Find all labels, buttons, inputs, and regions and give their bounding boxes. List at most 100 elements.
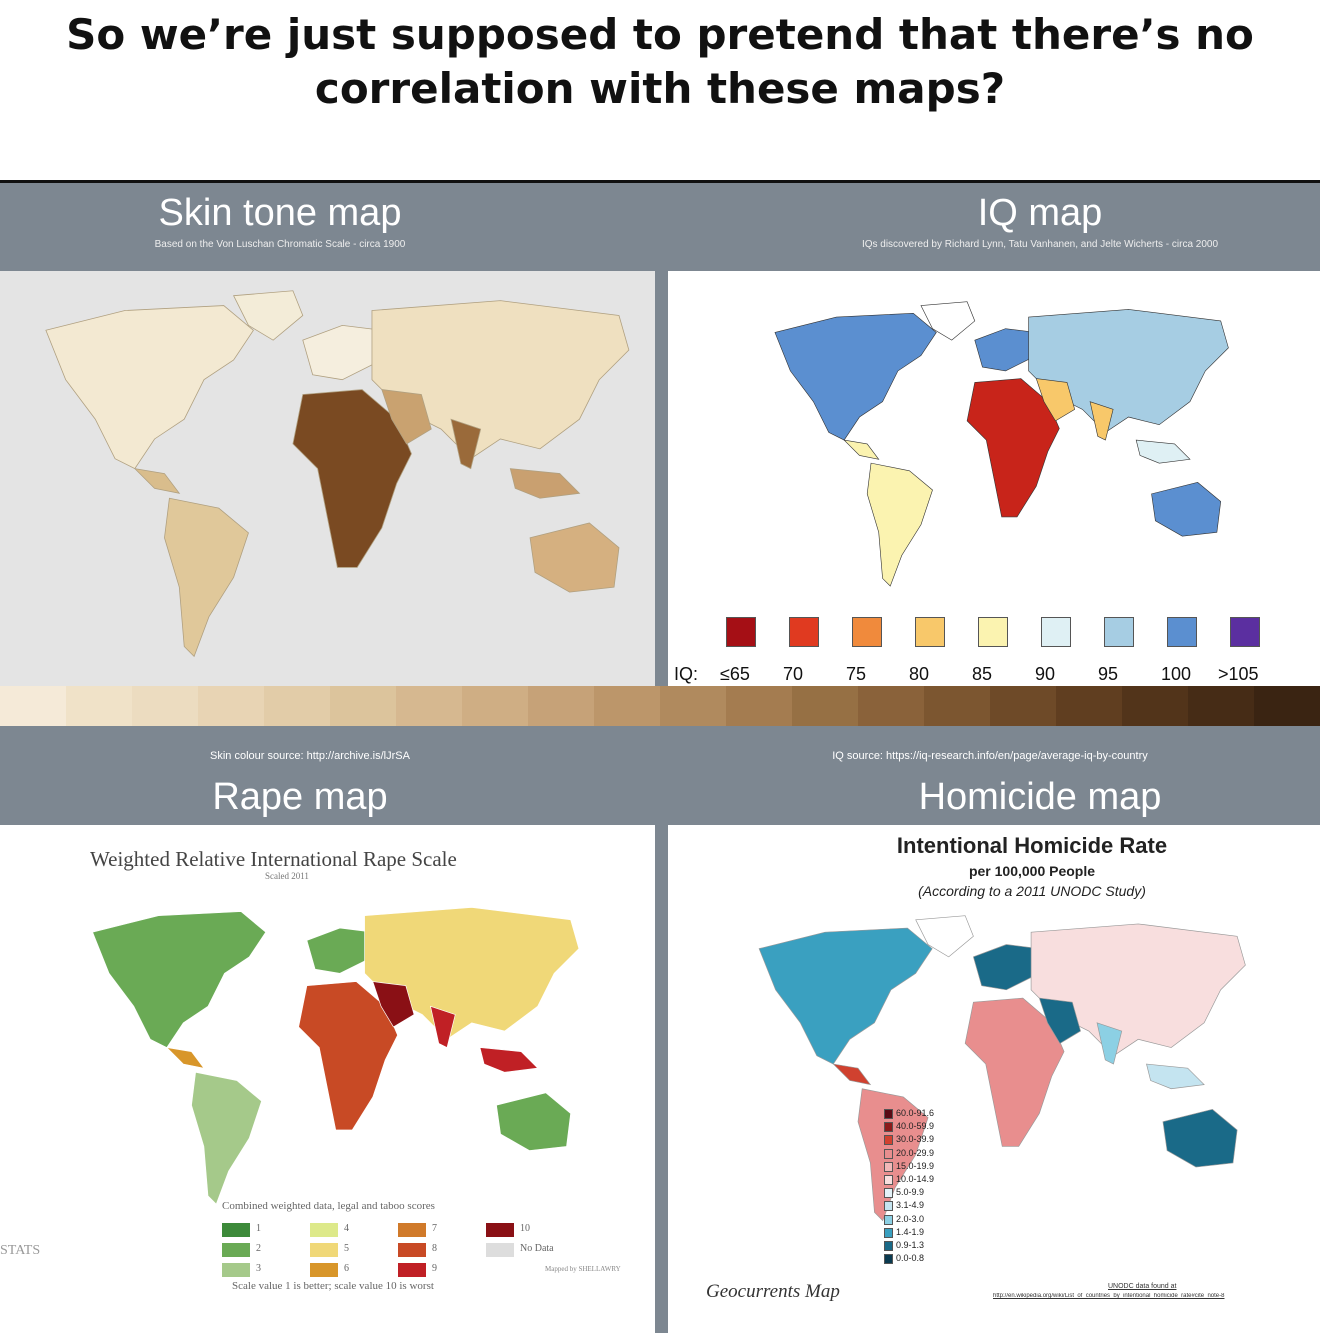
rape-legend-note: Scale value 1 is better; scale value 10 … (232, 1280, 434, 1292)
homicide-header: Homicide map (760, 775, 1320, 819)
region-eu (972, 944, 1040, 991)
rape-legend-swatch (398, 1243, 426, 1257)
homicide-legend-label: 15.0-19.9 (896, 1160, 935, 1171)
strip-swatch (0, 686, 66, 726)
iq-legend-swatch (1230, 617, 1260, 647)
world-map (45, 290, 630, 658)
skin-color-strip (0, 686, 1320, 726)
region-na (774, 312, 937, 441)
rape-legend-label: 7 (432, 1223, 437, 1234)
strip-swatch (594, 686, 660, 726)
iq-legend-swatch (915, 617, 945, 647)
region-eu (306, 927, 374, 974)
homicide-legend-swatch (884, 1175, 893, 1185)
homicide-legend-swatch (884, 1214, 893, 1225)
iq-legend-label: >105 (1218, 664, 1259, 684)
homicide-legend-label: 10.0-14.9 (896, 1174, 935, 1184)
region-sa (164, 497, 249, 658)
homicide-legend-swatch (884, 1135, 893, 1146)
strip-swatch (1254, 686, 1320, 726)
homicide-credit: Geocurrents Map (706, 1281, 840, 1302)
rape-legend-swatch (486, 1243, 514, 1257)
strip-swatch (462, 686, 528, 726)
region-au (1151, 482, 1222, 537)
rape-legend-label: 2 (256, 1243, 261, 1254)
strip-swatch (726, 686, 792, 726)
homicide-map: Intentional Homicide Rate per 100,000 Pe… (668, 825, 1320, 1336)
rape-title: Rape map (212, 776, 388, 818)
region-eu (974, 328, 1037, 372)
iq-legend-label: 75 (846, 664, 867, 684)
homicide-legend-label: 60.0-91.6 (896, 1108, 935, 1118)
homicide-legend-label: 5.0-9.9 (896, 1187, 925, 1198)
region-in (430, 1005, 456, 1049)
homicide-legend-label: 20.0-29.9 (896, 1147, 935, 1158)
homicide-legend-label: 40.0-59.9 (896, 1121, 935, 1132)
homicide-title: Homicide map (918, 776, 1162, 818)
rape-legend-label: 8 (432, 1243, 437, 1254)
region-au (529, 522, 620, 593)
region-au (496, 1092, 571, 1151)
iq-legend-swatch (978, 617, 1008, 647)
strip-swatch (132, 686, 198, 726)
rape-map: Weighted Relative International Rape Sca… (0, 825, 655, 1336)
rape-header: Rape map (0, 775, 600, 819)
region-gr (920, 301, 976, 341)
rape-map-subtitle: Scaled 2011 (265, 871, 309, 881)
strip-swatch (990, 686, 1056, 726)
rape-legend-swatch (222, 1243, 250, 1257)
world-map (758, 915, 1246, 1222)
homicide-legend-label: 30.0-39.9 (896, 1134, 935, 1145)
strip-swatch (1122, 686, 1188, 726)
rape-legend-swatch (398, 1223, 426, 1237)
strip-swatch (924, 686, 990, 726)
homicide-legend-label: 1.4-1.9 (896, 1226, 925, 1237)
rape-legend-swatch (310, 1263, 338, 1277)
rape-map-title: Weighted Relative International Rape Sca… (90, 847, 457, 871)
rape-legend-label: 10 (520, 1223, 530, 1234)
world-map (774, 301, 1229, 587)
skin-tone-map (0, 271, 655, 686)
homicide-data-link[interactable]: http://en.wikipedia.org/wiki/List_of_cou… (993, 1293, 1225, 1299)
region-in (450, 418, 482, 470)
region-na (92, 911, 267, 1048)
rape-legend-title: Combined weighted data, legal and taboo … (222, 1200, 435, 1212)
iq-legend-swatch (852, 617, 882, 647)
region-na (758, 927, 933, 1065)
homicide-map-note: (According to a 2011 UNODC Study) (918, 883, 1146, 899)
iq-legend-label: 70 (783, 664, 804, 684)
region-gr (915, 915, 974, 958)
region-sa (866, 462, 933, 587)
strip-swatch (198, 686, 264, 726)
iq-legend-swatch (1041, 617, 1071, 647)
rape-legend-label: 5 (344, 1243, 349, 1254)
region-gr (233, 290, 304, 341)
region-in (1089, 401, 1114, 441)
homicide-legend-label: 3.1-4.9 (896, 1200, 925, 1211)
strip-swatch (858, 686, 924, 726)
homicide-legend-swatch (884, 1148, 893, 1159)
strip-swatch (66, 686, 132, 726)
rape-legend-label: 9 (432, 1263, 437, 1274)
region-sea (479, 1047, 539, 1073)
post-caption: So we’re just supposed to pretend that t… (66, 10, 1254, 113)
iq-legend-prefix: IQ: (674, 664, 699, 684)
rape-legend-label: 3 (256, 1263, 261, 1274)
homicide-map-subtitle: per 100,000 People (968, 863, 1096, 879)
homicide-legend-swatch (884, 1161, 893, 1172)
homicide-legend-swatch (884, 1254, 893, 1265)
iq-legend-swatch (726, 617, 756, 647)
strip-swatch (1188, 686, 1254, 726)
region-me (381, 389, 432, 445)
region-ca (832, 1063, 872, 1086)
iq-legend-label: 85 (972, 664, 993, 684)
region-eu (302, 324, 383, 381)
region-ca (843, 439, 880, 460)
region-ca (165, 1047, 205, 1069)
rape-legend-swatch (310, 1243, 338, 1257)
strip-swatch (1056, 686, 1122, 726)
iq-legend-label: ≤65 (720, 664, 750, 684)
homicide-legend-label: 2.0-3.0 (896, 1213, 925, 1224)
strip-swatch (396, 686, 462, 726)
region-au (1162, 1108, 1238, 1168)
